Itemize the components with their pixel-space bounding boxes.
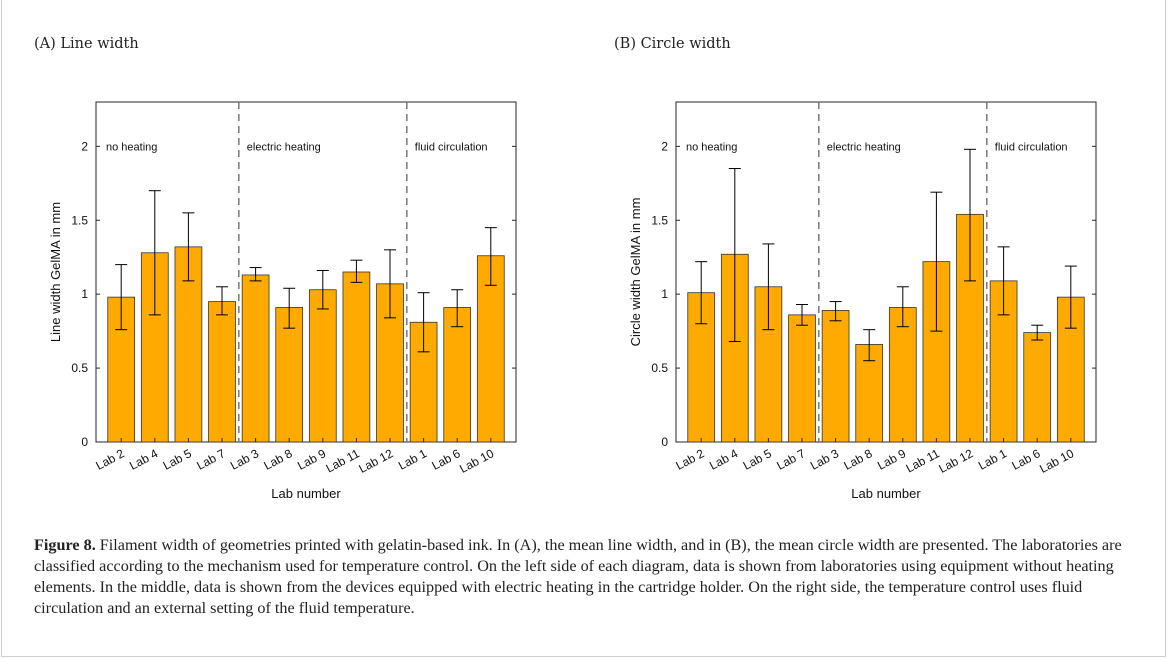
caption-text: Filament width of geometries printed wit… <box>34 536 1122 617</box>
x-tick-label: Lab 1 <box>976 446 1009 473</box>
caption-label: Figure 8. <box>34 536 96 554</box>
y-axis-label: Circle width GelMA in mm <box>628 198 643 347</box>
group-label: fluid circulation <box>415 141 488 153</box>
group-label: electric heating <box>827 141 901 153</box>
y-tick-label: 2 <box>661 139 668 153</box>
group-label: no heating <box>686 141 737 153</box>
x-tick-label: Lab 5 <box>161 446 194 473</box>
bar <box>788 314 816 443</box>
bar <box>308 289 337 443</box>
x-tick-label: Lab 12 <box>356 446 395 476</box>
y-tick-label: 0.5 <box>651 361 668 375</box>
x-tick-label: Lab 6 <box>430 446 463 473</box>
y-tick-label: 2 <box>81 139 88 153</box>
y-tick-label: 0 <box>81 435 88 449</box>
x-tick-label: Lab 3 <box>228 446 261 473</box>
y-tick-label: 1 <box>81 287 88 301</box>
x-tick-label: Lab 11 <box>324 446 362 475</box>
y-tick-label: 0.5 <box>71 361 88 375</box>
group-label: electric heating <box>247 141 321 153</box>
y-tick-label: 1.5 <box>651 213 668 227</box>
x-tick-label: Lab 11 <box>904 446 942 475</box>
y-tick-label: 1 <box>661 287 668 301</box>
group-label: no heating <box>106 141 157 153</box>
figure-caption: Figure 8. Filament width of geometries p… <box>34 535 1144 619</box>
x-tick-label: Lab 2 <box>94 446 127 473</box>
x-tick-label: Lab 4 <box>127 446 160 473</box>
bar <box>208 301 236 443</box>
y-tick-label: 1.5 <box>71 213 88 227</box>
bar <box>443 307 472 443</box>
bar <box>888 307 917 443</box>
panel-a-title: (A) Line width <box>34 36 139 52</box>
x-tick-label: Lab 9 <box>295 446 328 473</box>
x-tick-label: Lab 2 <box>674 446 707 473</box>
x-axis-label: Lab number <box>851 486 921 501</box>
plot-area <box>675 101 1097 443</box>
y-tick-label: 0 <box>661 435 668 449</box>
x-tick-label: Lab 10 <box>457 446 496 476</box>
x-tick-label: Lab 12 <box>936 446 975 476</box>
x-tick-label: Lab 8 <box>842 446 875 473</box>
x-tick-label: Lab 5 <box>741 446 774 473</box>
group-label: fluid circulation <box>995 141 1068 153</box>
x-tick-label: Lab 8 <box>262 446 295 473</box>
y-axis-label: Line width GelMA in mm <box>48 202 63 342</box>
bar <box>476 255 505 443</box>
x-tick-label: Lab 3 <box>808 446 841 473</box>
plot-area <box>95 101 517 443</box>
panel-b-title: (B) Circle width <box>614 36 731 52</box>
x-tick-label: Lab 6 <box>1010 446 1043 473</box>
bar <box>342 271 371 443</box>
x-tick-label: Lab 1 <box>396 446 429 473</box>
x-tick-label: Lab 7 <box>194 446 227 473</box>
x-tick-label: Lab 10 <box>1037 446 1076 476</box>
bar <box>1023 332 1052 443</box>
x-tick-label: Lab 4 <box>707 446 740 473</box>
bar <box>821 310 850 443</box>
bar <box>241 274 270 443</box>
x-axis-label: Lab number <box>271 486 341 501</box>
x-tick-label: Lab 9 <box>875 446 908 473</box>
x-tick-label: Lab 7 <box>774 446 807 473</box>
